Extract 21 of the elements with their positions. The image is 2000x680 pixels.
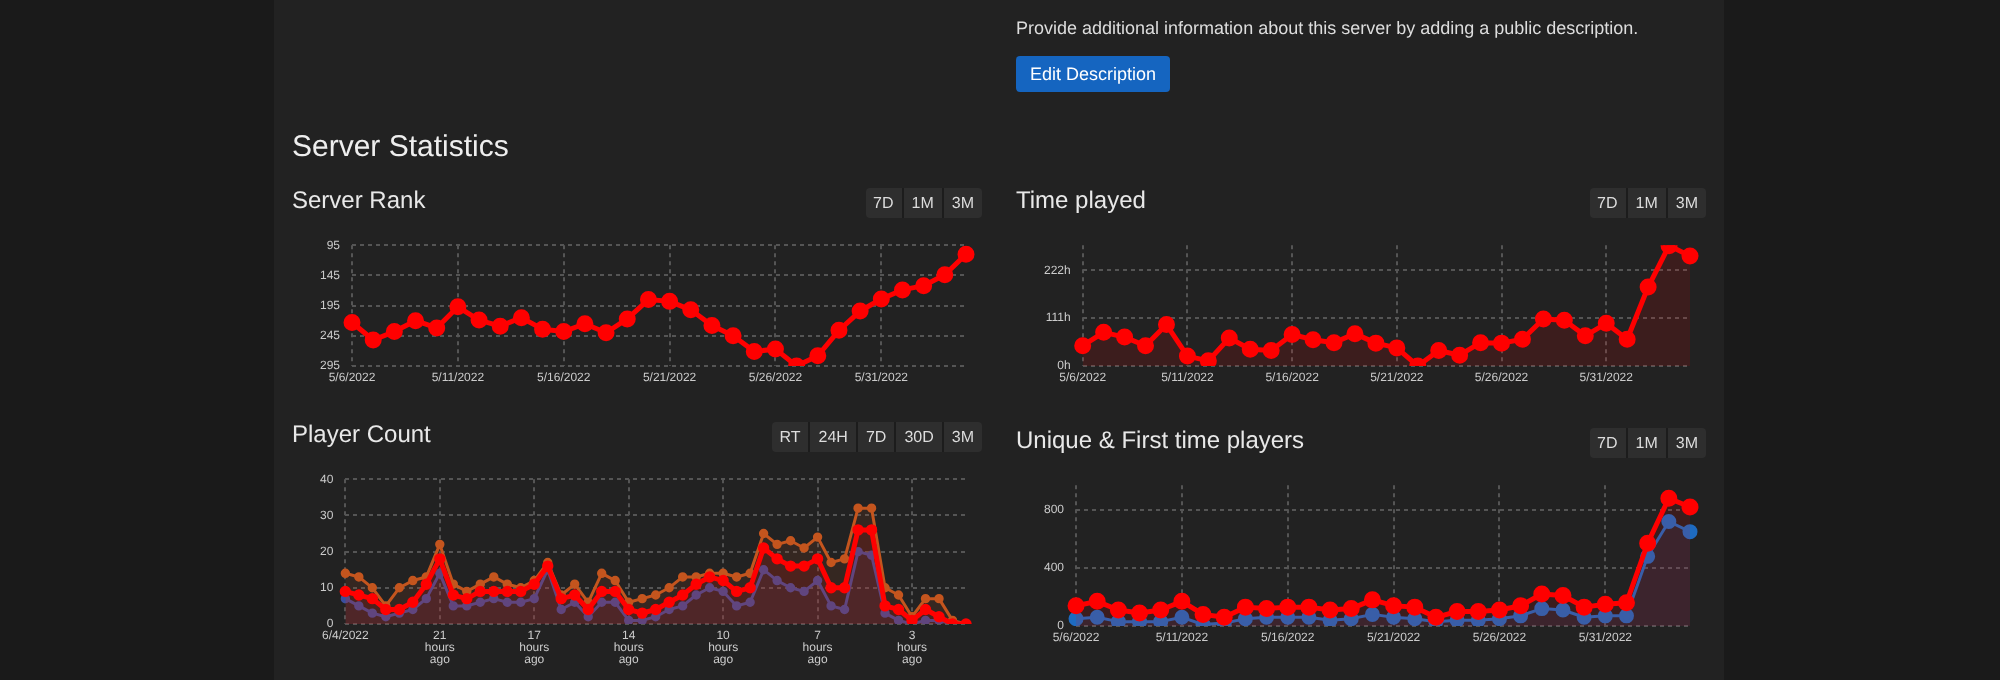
- chart-title: Player Count: [292, 420, 431, 448]
- text: 3M: [941, 188, 982, 218]
- text: 7D: [1595, 192, 1620, 216]
- text: 7D: [855, 422, 895, 452]
- text: 1M: [1625, 428, 1666, 458]
- text: 1M: [901, 188, 942, 218]
- text: 7D: [871, 192, 896, 216]
- text: 3M: [941, 422, 982, 452]
- text: 7D: [1595, 432, 1620, 456]
- text: Provide additional information about this server by adding a public description.: [1016, 18, 1639, 38]
- chart-title: Server Rank: [292, 186, 426, 214]
- text: 1M: [1625, 188, 1666, 218]
- text: 3M: [1665, 428, 1706, 458]
- chart-title: Time played: [1016, 186, 1146, 214]
- text: RT: [777, 426, 803, 450]
- text: 30D: [894, 422, 942, 452]
- chart-title: Unique & First time players: [1016, 426, 1305, 454]
- text: 24H: [808, 422, 856, 452]
- text: Server Statistics: [292, 130, 509, 164]
- text: 3M: [1665, 188, 1706, 218]
- text: Edit Description: [1016, 56, 1171, 92]
